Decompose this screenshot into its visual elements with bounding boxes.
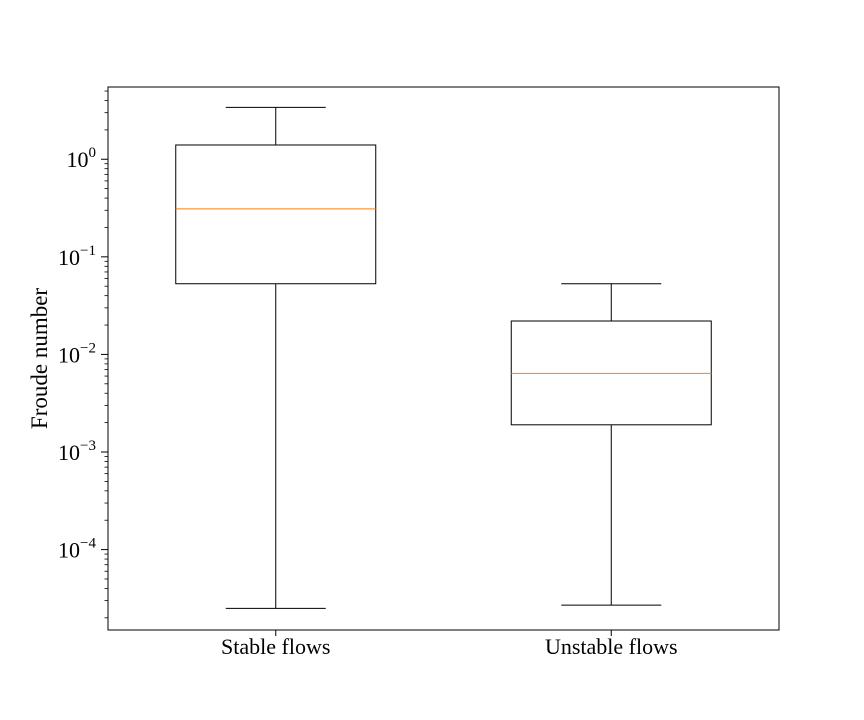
- box-2: [510, 283, 712, 606]
- plot-area-frame: [107, 86, 780, 631]
- major-ticks: 10−4 10−3 10−2 10−1 100: [58, 145, 108, 563]
- y-tick-label: 100: [67, 145, 97, 172]
- category-labels: Stable flows Unstable flows: [221, 630, 678, 659]
- minor-ticks: [104, 90, 108, 619]
- y-axis-label: Froude number: [27, 288, 52, 430]
- iqr-box: [175, 144, 377, 285]
- y-tick-label: 10−3: [58, 438, 96, 465]
- x-tick-label: Stable flows: [221, 634, 330, 659]
- y-tick-label: 10−1: [58, 243, 96, 270]
- y-tick-label: 10−2: [58, 340, 96, 367]
- boxes: [175, 106, 712, 609]
- x-tick-label: Unstable flows: [545, 634, 678, 659]
- y-tick-label: 10−4: [58, 536, 96, 563]
- box-1: [175, 106, 377, 609]
